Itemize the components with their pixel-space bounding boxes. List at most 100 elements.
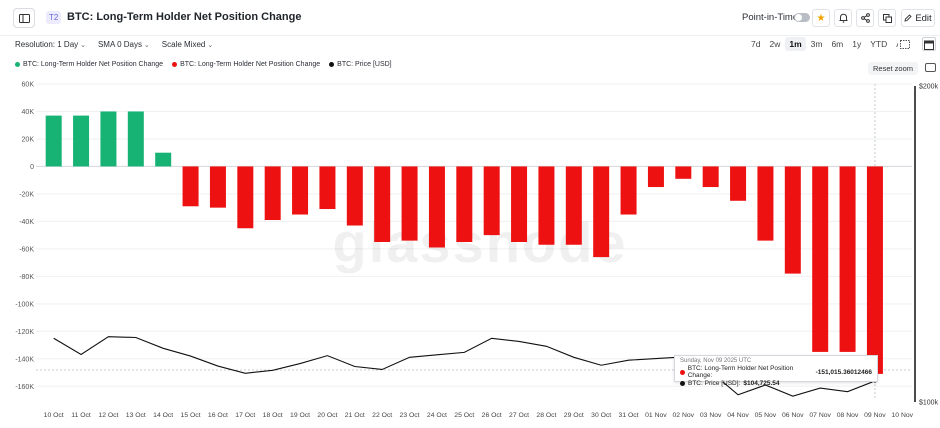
- bar-11-oct[interactable]: [73, 115, 90, 167]
- share-icon: [860, 13, 870, 23]
- bell-icon: [839, 13, 847, 23]
- chart-legend: BTC: Long-Term Holder Net Position Chang…: [15, 61, 392, 68]
- tooltip-price-label: BTC: Price [USD]:: [688, 380, 741, 387]
- range-3m[interactable]: 3m: [810, 39, 823, 49]
- y-tick-label: 0: [30, 164, 34, 171]
- x-tick-label: 05 Nov: [755, 412, 777, 419]
- range-ytd[interactable]: YTD: [870, 39, 888, 49]
- x-tick-label: 25 Oct: [454, 412, 474, 419]
- tooltip-dot-icon: [680, 381, 685, 386]
- bar-06-nov[interactable]: [784, 166, 801, 274]
- sidebar-icon: [18, 13, 30, 23]
- x-tick-label: 04 Nov: [727, 412, 749, 419]
- y-tick-label: -40K: [19, 219, 34, 226]
- bar-01-nov[interactable]: [647, 166, 664, 188]
- alert-button[interactable]: [834, 9, 852, 27]
- bar-25-oct[interactable]: [456, 166, 473, 242]
- legend-dot-icon: [15, 62, 20, 67]
- bar-15-oct[interactable]: [182, 166, 199, 207]
- edit-button[interactable]: Edit: [901, 9, 935, 27]
- bar-29-oct[interactable]: [565, 166, 582, 245]
- bar-02-nov[interactable]: [675, 166, 692, 179]
- x-tick-label: 14 Oct: [153, 412, 173, 419]
- bar-04-nov[interactable]: [730, 166, 747, 201]
- legend-item-positive[interactable]: BTC: Long-Term Holder Net Position Chang…: [15, 61, 163, 68]
- page-title: BTC: Long-Term Holder Net Position Chang…: [67, 11, 302, 23]
- x-tick-label: 20 Oct: [317, 412, 337, 419]
- scale-select[interactable]: Scale Mixed: [162, 40, 213, 52]
- bar-10-oct[interactable]: [45, 115, 62, 167]
- x-tick-label: 31 Oct: [619, 412, 639, 419]
- bar-31-oct[interactable]: [620, 166, 637, 215]
- range-1m[interactable]: 1m: [785, 37, 806, 51]
- range-1y[interactable]: 1y: [852, 39, 862, 49]
- reset-zoom-button[interactable]: Reset zoom: [868, 62, 919, 75]
- x-tick-label: 15 Oct: [181, 412, 201, 419]
- bar-08-nov[interactable]: [839, 166, 856, 352]
- y-tick-label: -100K: [15, 301, 34, 308]
- copy-icon: [882, 13, 892, 23]
- x-tick-label: 26 Oct: [482, 412, 502, 419]
- favorite-button[interactable]: ★: [812, 9, 830, 27]
- range-7d[interactable]: 7d: [751, 39, 761, 49]
- legend-item-price[interactable]: BTC: Price [USD]: [329, 61, 392, 68]
- bar-05-nov[interactable]: [757, 166, 774, 241]
- point-in-time-toggle[interactable]: [794, 13, 810, 22]
- legend-label: BTC: Long-Term Holder Net Position Chang…: [180, 61, 321, 68]
- x-tick-label: 16 Oct: [208, 412, 228, 419]
- x-tick-label: 13 Oct: [126, 412, 146, 419]
- duplicate-button[interactable]: [878, 9, 896, 27]
- x-tick-label: 10 Nov: [892, 412, 914, 419]
- x-tick-label: 06 Nov: [782, 412, 804, 419]
- sma-select[interactable]: SMA 0 Days: [98, 40, 150, 52]
- range-selector: 7d2w1m3m6m1yYTDAll: [747, 37, 910, 51]
- x-tick-label: 17 Oct: [235, 412, 255, 419]
- range-2w[interactable]: 2w: [769, 39, 781, 49]
- x-tick-label: 07 Nov: [809, 412, 831, 419]
- x-tick-label: 28 Oct: [536, 412, 556, 419]
- bar-24-oct[interactable]: [428, 166, 445, 248]
- bar-18-oct[interactable]: [264, 166, 281, 221]
- point-in-time-label: Point-in-Time: [742, 12, 799, 23]
- x-tick-label: 11 Oct: [71, 412, 91, 419]
- share-button[interactable]: [856, 9, 874, 27]
- bar-23-oct[interactable]: [401, 166, 418, 241]
- bar-30-oct[interactable]: [593, 166, 610, 258]
- calendar-icon: [924, 40, 934, 50]
- bar-09-nov[interactable]: [866, 166, 883, 374]
- bar-20-oct[interactable]: [319, 166, 336, 210]
- bar-19-oct[interactable]: [292, 166, 309, 215]
- bar-17-oct[interactable]: [237, 166, 254, 229]
- bar-16-oct[interactable]: [209, 166, 226, 208]
- camera-icon[interactable]: [925, 63, 936, 72]
- x-tick-label: 10 Oct: [44, 412, 64, 419]
- range-6m[interactable]: 6m: [831, 39, 844, 49]
- legend-item-negative[interactable]: BTC: Long-Term Holder Net Position Chang…: [172, 61, 320, 68]
- bar-14-oct[interactable]: [155, 152, 172, 167]
- tooltip-metric-label: BTC: Long-Term Holder Net Position Chang…: [687, 365, 794, 379]
- bar-22-oct[interactable]: [374, 166, 391, 242]
- custom-range-button[interactable]: [898, 37, 912, 51]
- x-tick-label: 08 Nov: [837, 412, 859, 419]
- sidebar-toggle-button[interactable]: [13, 8, 35, 28]
- y-tick-label: -120K: [15, 329, 34, 336]
- resolution-select[interactable]: Resolution: 1 Day: [15, 40, 86, 52]
- legend-label: BTC: Price [USD]: [337, 61, 392, 68]
- bar-26-oct[interactable]: [483, 166, 500, 236]
- bar-12-oct[interactable]: [100, 111, 117, 167]
- bar-07-nov[interactable]: [812, 166, 829, 352]
- data-tooltip: Sunday, Nov 09 2025 UTC BTC: Long-Term H…: [674, 355, 878, 387]
- x-tick-label: 01 Nov: [645, 412, 667, 419]
- bar-28-oct[interactable]: [538, 166, 555, 245]
- legend-label: BTC: Long-Term Holder Net Position Chang…: [23, 61, 164, 68]
- calendar-range-icon: [900, 40, 910, 49]
- x-tick-label: 12 Oct: [98, 412, 118, 419]
- bar-13-oct[interactable]: [127, 111, 144, 167]
- calendar-button[interactable]: [922, 37, 936, 51]
- x-tick-label: 02 Nov: [673, 412, 695, 419]
- bar-21-oct[interactable]: [346, 166, 363, 226]
- pencil-icon: [904, 14, 912, 22]
- watermark: glassnode: [333, 211, 628, 274]
- bar-27-oct[interactable]: [511, 166, 528, 242]
- bar-03-nov[interactable]: [702, 166, 719, 188]
